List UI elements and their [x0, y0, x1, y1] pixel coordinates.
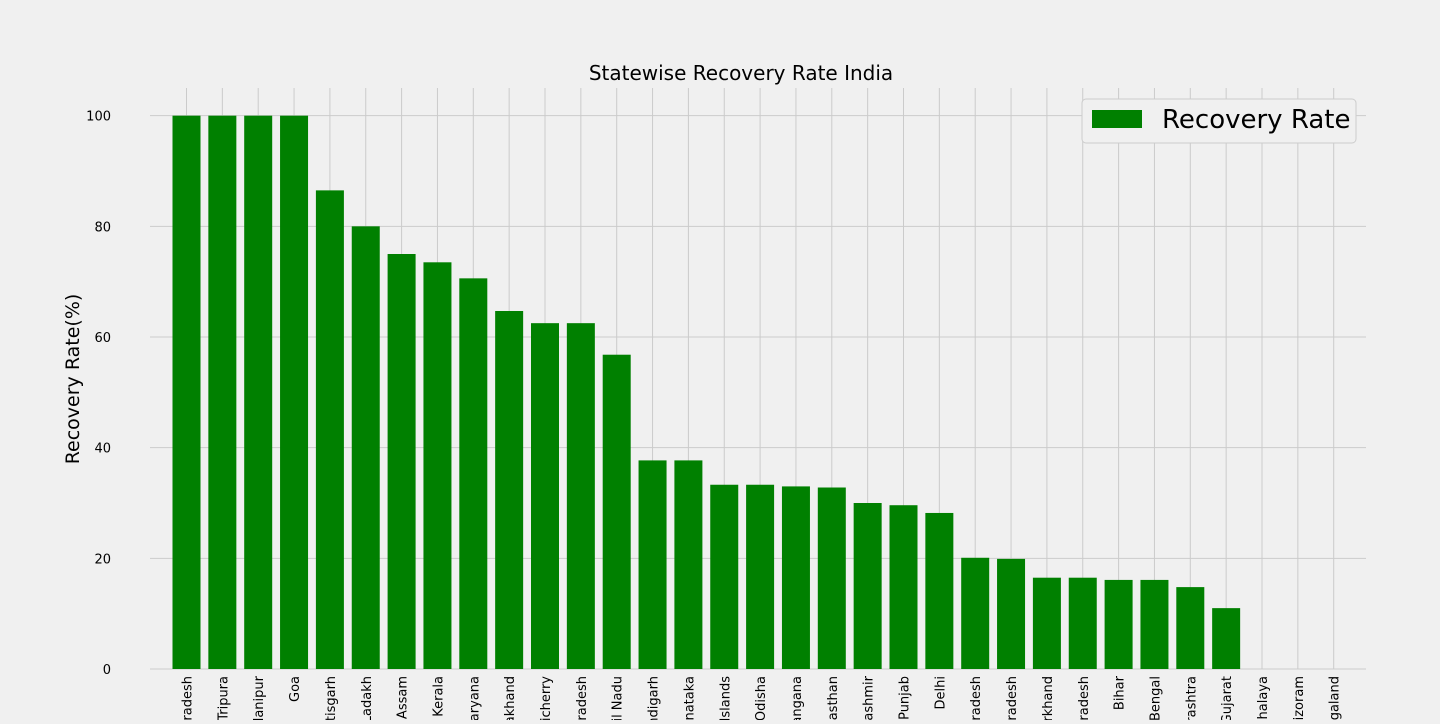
x-tick-label: asthan — [826, 676, 841, 720]
x-tick-label: Delhi — [933, 676, 948, 709]
x-tick-label: Bengal — [1148, 676, 1163, 720]
x-tick-label: rkhand — [1041, 676, 1056, 720]
bar — [208, 115, 237, 669]
x-tick-label: Manipur — [252, 675, 267, 720]
x-tick-label: izoram — [1292, 676, 1307, 720]
bar — [531, 323, 559, 669]
bar — [459, 278, 488, 669]
bar — [853, 503, 882, 669]
bar — [746, 484, 775, 669]
bar — [638, 460, 667, 669]
bar — [1176, 587, 1205, 669]
x-tick-label: radesh — [575, 676, 590, 720]
legend: Recovery Rate — [1081, 98, 1357, 144]
x-tick-label: Odisha — [754, 676, 769, 720]
x-tick-label: tisgarh — [324, 676, 339, 720]
bar — [1212, 608, 1241, 669]
y-tick-label: 40 — [94, 442, 111, 457]
x-tick-label: angana — [790, 676, 805, 720]
bar — [423, 262, 452, 669]
y-tick-labels: 0 20 40 60 80 100 — [86, 110, 111, 678]
y-tick-label: 60 — [94, 331, 111, 346]
bar — [280, 115, 309, 669]
bar — [925, 512, 954, 669]
y-axis-label: Recovery Rate(%) — [62, 294, 84, 465]
x-tick-label: Gujarat — [1220, 676, 1235, 720]
bar — [781, 486, 810, 669]
y-tick-label: 100 — [86, 110, 111, 125]
bar — [961, 557, 990, 669]
x-tick-label: il Nadu — [611, 676, 626, 720]
x-tick-label: Punjab — [898, 676, 913, 720]
x-tick-label: Kashmir — [862, 675, 877, 720]
x-tick-label: rashtra — [1184, 676, 1199, 720]
x-tick-label: halaya — [1256, 676, 1271, 719]
bar — [674, 460, 703, 669]
bar — [1104, 579, 1133, 669]
y-tick-label: 80 — [94, 220, 111, 235]
x-tick-label: icherry — [539, 676, 554, 720]
y-tick-label: 20 — [94, 552, 111, 567]
bar — [997, 558, 1026, 669]
bar — [172, 115, 201, 669]
bars — [172, 115, 1241, 670]
x-tick-label: Goa — [288, 676, 303, 702]
x-tick-label: Ladakh — [360, 676, 375, 720]
x-tick-label: radesh — [969, 676, 984, 720]
bar — [1032, 577, 1061, 669]
bar — [1140, 579, 1169, 669]
bar — [315, 190, 344, 669]
x-tick-labels: Pradesh Tripura Manipur Goa tisgarh Ladakh Ass… — [181, 675, 1343, 724]
x-tick-label: Islands — [718, 676, 733, 720]
x-tick-label: radesh — [1077, 676, 1092, 720]
chart-title: Statewise Recovery Rate India — [589, 61, 893, 85]
legend-label: Recovery Rate — [1162, 105, 1350, 135]
bar — [387, 254, 416, 669]
bar — [817, 487, 846, 669]
x-tick-label: Tripura — [216, 676, 231, 720]
bar — [495, 310, 524, 669]
x-tick-label: nataka — [682, 676, 697, 720]
x-tick-label: Kerala — [431, 676, 446, 717]
legend-swatch — [1092, 110, 1142, 128]
x-tick-label: Bihar — [1113, 675, 1128, 710]
y-tick-label: 0 — [103, 663, 111, 678]
bar — [889, 505, 918, 669]
x-tick-label: radesh — [1005, 676, 1020, 720]
x-tick-label: ndigarh — [647, 676, 662, 720]
x-tick-label: Assam — [396, 676, 411, 719]
legend-frame — [1081, 98, 1357, 144]
x-tick-label: akhand — [503, 676, 518, 720]
x-tick-label: Pradesh — [181, 676, 196, 720]
bar — [1068, 577, 1097, 669]
bar — [602, 354, 631, 669]
x-tick-label: galand — [1328, 676, 1343, 720]
bar — [566, 323, 595, 669]
bar — [710, 484, 739, 669]
bar — [351, 226, 380, 670]
x-tick-label: aryana — [467, 676, 482, 720]
bar — [244, 115, 273, 669]
